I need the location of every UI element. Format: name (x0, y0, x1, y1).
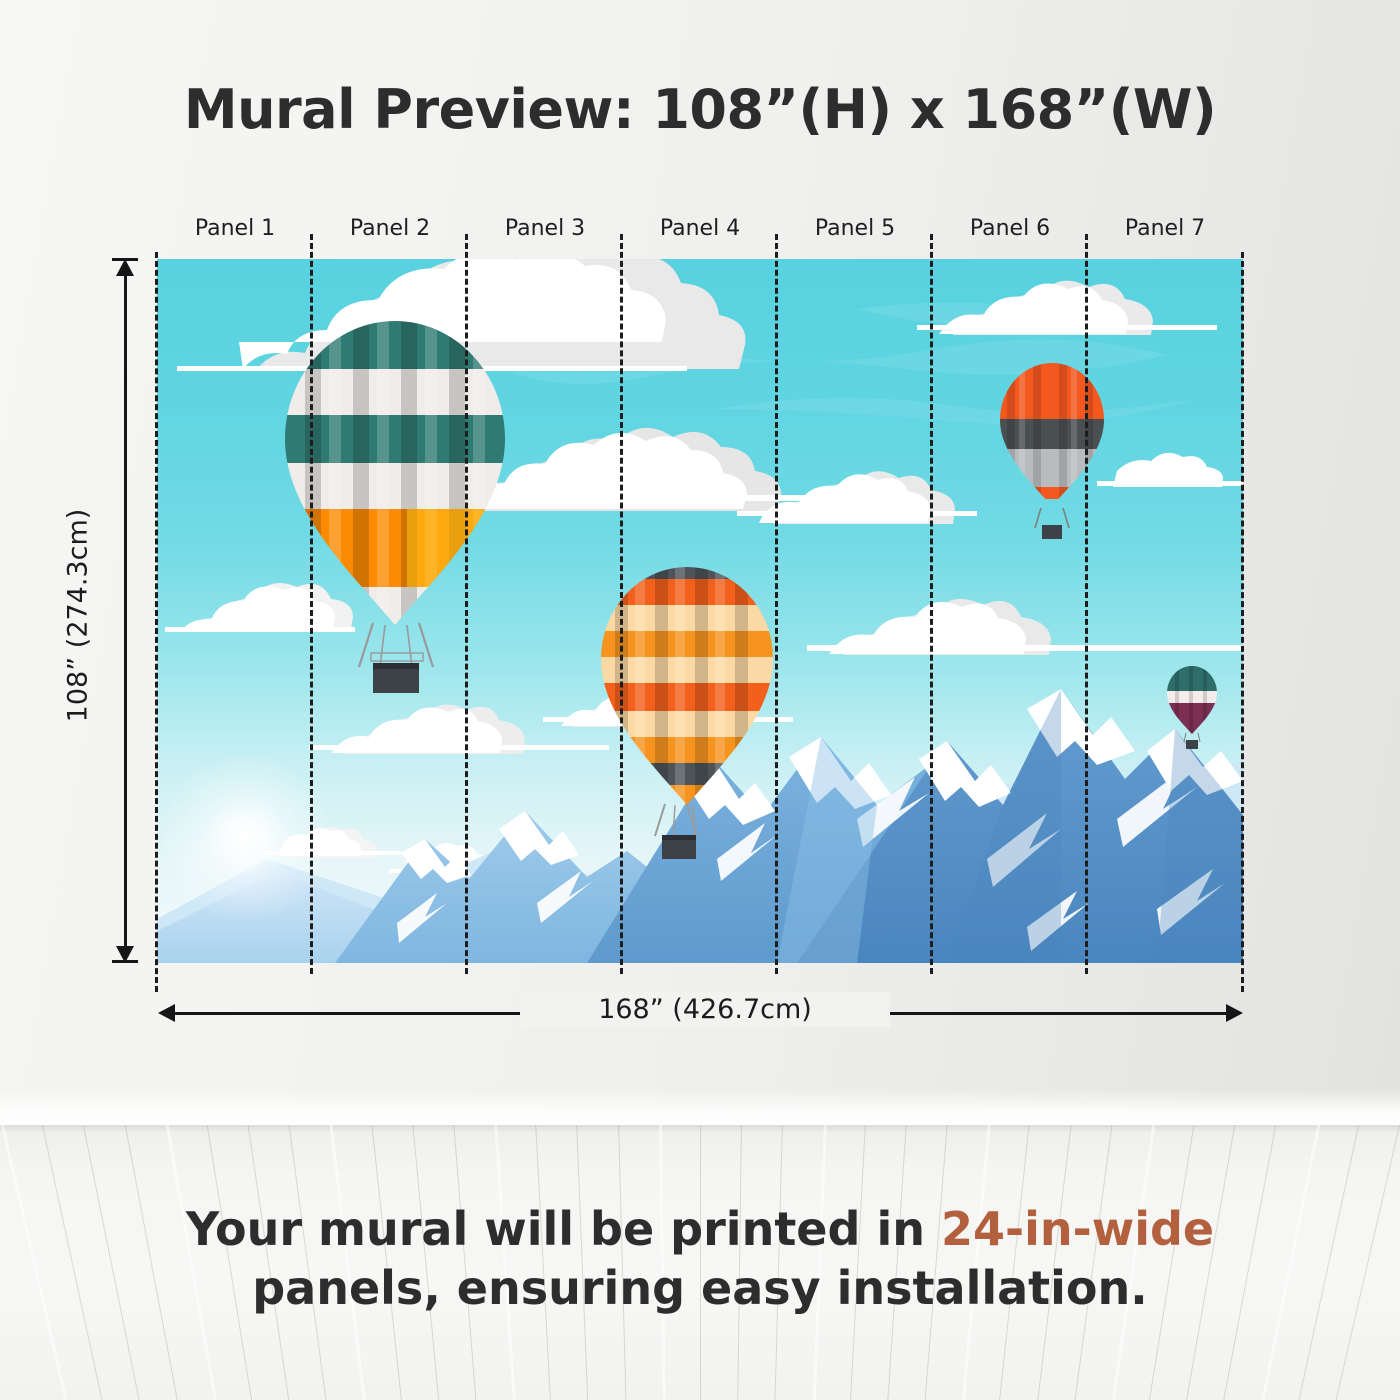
height-dimension-line (124, 275, 127, 947)
panel-label-7: Panel 7 (1124, 216, 1206, 241)
page-title: Mural Preview: 108”(H) x 168”(W) (183, 78, 1217, 141)
caption-line1-before: Your mural will be printed in (185, 1202, 941, 1256)
height-tick-top (112, 258, 138, 261)
panel-divider-3 (620, 234, 623, 974)
floor-plank (41, 1125, 113, 1400)
panel-divider-7 (1241, 252, 1244, 992)
height-arrow-bottom-icon (116, 946, 134, 963)
floor-plank (1288, 1125, 1360, 1400)
panel-divider-5 (930, 234, 933, 974)
caption-highlight: 24-in-wide (940, 1202, 1215, 1256)
caption-line2: panels, ensuring easy installation. (252, 1260, 1148, 1315)
panel-divider-4 (775, 234, 778, 974)
floor-plank (700, 1125, 701, 1400)
panel-label-2: Panel 2 (349, 216, 431, 241)
panel-divider-1 (310, 234, 313, 974)
floor-plank (1325, 1125, 1400, 1400)
floor-plank (0, 1125, 78, 1400)
width-arrow-right-icon (1226, 1004, 1243, 1022)
height-tick-bottom (112, 960, 138, 963)
caption-text: Your mural will be printed in 24-in-wide… (110, 1200, 1290, 1318)
mountain-range (157, 689, 1243, 963)
panel-divider-0 (155, 252, 158, 992)
panel-label-6: Panel 6 (969, 216, 1051, 241)
height-arrow-top-icon (116, 259, 134, 276)
panel-label-5: Panel 5 (814, 216, 896, 241)
panel-label-3: Panel 3 (504, 216, 586, 241)
panel-label-1: Panel 1 (194, 216, 276, 241)
width-dimension-label: 168” (426.7cm) (520, 992, 890, 1027)
panel-label-4: Panel 4 (659, 216, 741, 241)
panel-divider-6 (1085, 234, 1088, 974)
width-arrow-left-icon (158, 1004, 175, 1022)
floor-background (0, 1125, 1400, 1400)
panel-divider-2 (465, 234, 468, 974)
mural-preview-image (157, 259, 1243, 963)
height-dimension-label: 108” (274.3cm) (62, 508, 94, 723)
mural-artwork-svg (157, 259, 1243, 963)
